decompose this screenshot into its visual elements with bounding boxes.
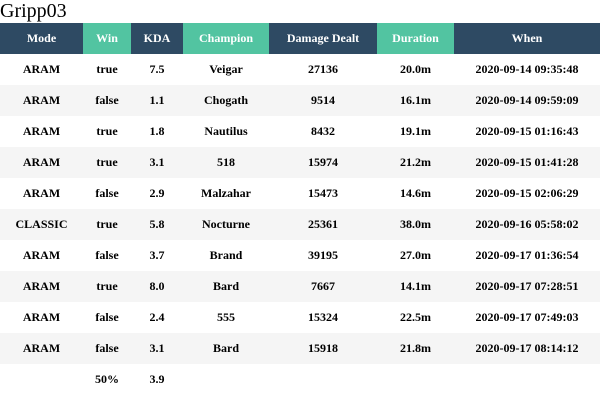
- cell-damage-dealt: 27136: [269, 54, 377, 85]
- cell-damage-dealt: 8432: [269, 116, 377, 147]
- cell-mode: CLASSIC: [0, 209, 83, 240]
- cell-duration: 19.1m: [377, 116, 454, 147]
- table-row: ARAM true 3.1 518 15974 21.2m 2020-09-15 01:41…: [0, 147, 600, 178]
- cell-when: 2020-09-15 02:06:29: [454, 178, 600, 209]
- summary-row: 50% 3.9: [0, 364, 600, 395]
- cell-duration: 21.8m: [377, 333, 454, 364]
- summary-damage-dealt: [269, 364, 377, 395]
- cell-champion: Chogath: [183, 85, 269, 116]
- cell-win: false: [83, 333, 131, 364]
- column-header-mode[interactable]: Mode: [0, 23, 83, 54]
- table-row: ARAM true 8.0 Bard 7667 14.1m 2020-09-17 07:28…: [0, 271, 600, 302]
- cell-damage-dealt: 25361: [269, 209, 377, 240]
- cell-duration: 14.1m: [377, 271, 454, 302]
- cell-kda: 5.8: [131, 209, 183, 240]
- cell-damage-dealt: 7667: [269, 271, 377, 302]
- cell-duration: 22.5m: [377, 302, 454, 333]
- cell-champion: Brand: [183, 240, 269, 271]
- summary-champion: [183, 364, 269, 395]
- cell-when: 2020-09-15 01:41:28: [454, 147, 600, 178]
- table-row: ARAM false 3.7 Brand 39195 27.0m 2020-09-17 01…: [0, 240, 600, 271]
- cell-duration: 27.0m: [377, 240, 454, 271]
- table-body: ARAM true 7.5 Veigar 27136 20.0m 2020-09-14 09…: [0, 54, 600, 395]
- cell-duration: 16.1m: [377, 85, 454, 116]
- summary-duration: [377, 364, 454, 395]
- table-row: ARAM false 3.1 Bard 15918 21.8m 2020-09-17 08:…: [0, 333, 600, 364]
- cell-kda: 3.7: [131, 240, 183, 271]
- column-header-win[interactable]: Win: [83, 23, 131, 54]
- cell-mode: ARAM: [0, 85, 83, 116]
- cell-win: true: [83, 147, 131, 178]
- cell-duration: 38.0m: [377, 209, 454, 240]
- column-header-when[interactable]: When: [454, 23, 600, 54]
- table-row: ARAM false 1.1 Chogath 9514 16.1m 2020-09-14 0…: [0, 85, 600, 116]
- cell-when: 2020-09-14 09:35:48: [454, 54, 600, 85]
- cell-champion: Bard: [183, 271, 269, 302]
- cell-when: 2020-09-15 01:16:43: [454, 116, 600, 147]
- cell-when: 2020-09-17 07:49:03: [454, 302, 600, 333]
- cell-win: true: [83, 271, 131, 302]
- summary-kda: 3.9: [131, 364, 183, 395]
- cell-champion: Nocturne: [183, 209, 269, 240]
- cell-champion: Malzahar: [183, 178, 269, 209]
- cell-mode: ARAM: [0, 271, 83, 302]
- cell-champion: Veigar: [183, 54, 269, 85]
- cell-mode: ARAM: [0, 147, 83, 178]
- cell-kda: 7.5: [131, 54, 183, 85]
- cell-damage-dealt: 9514: [269, 85, 377, 116]
- cell-win: true: [83, 209, 131, 240]
- cell-mode: ARAM: [0, 240, 83, 271]
- cell-mode: ARAM: [0, 302, 83, 333]
- column-header-damage-dealt[interactable]: Damage Dealt: [269, 23, 377, 54]
- column-header-duration[interactable]: Duration: [377, 23, 454, 54]
- cell-kda: 3.1: [131, 147, 183, 178]
- summary-win: 50%: [83, 364, 131, 395]
- match-history-table: Mode Win KDA Champion Damage Dealt Duration Wh…: [0, 23, 600, 395]
- cell-damage-dealt: 15974: [269, 147, 377, 178]
- summary-mode: [0, 364, 83, 395]
- cell-champion: Bard: [183, 333, 269, 364]
- cell-kda: 3.1: [131, 333, 183, 364]
- cell-damage-dealt: 39195: [269, 240, 377, 271]
- cell-when: 2020-09-17 08:14:12: [454, 333, 600, 364]
- table-row: CLASSIC true 5.8 Nocturne 25361 38.0m 2020-09-…: [0, 209, 600, 240]
- column-header-kda[interactable]: KDA: [131, 23, 183, 54]
- table-row: ARAM true 7.5 Veigar 27136 20.0m 2020-09-14 09…: [0, 54, 600, 85]
- cell-mode: ARAM: [0, 178, 83, 209]
- cell-when: 2020-09-16 05:58:02: [454, 209, 600, 240]
- cell-when: 2020-09-14 09:59:09: [454, 85, 600, 116]
- cell-kda: 8.0: [131, 271, 183, 302]
- cell-mode: ARAM: [0, 333, 83, 364]
- cell-win: false: [83, 302, 131, 333]
- cell-damage-dealt: 15918: [269, 333, 377, 364]
- page-title: Gripp03: [0, 0, 67, 22]
- cell-mode: ARAM: [0, 116, 83, 147]
- cell-when: 2020-09-17 07:28:51: [454, 271, 600, 302]
- cell-duration: 14.6m: [377, 178, 454, 209]
- cell-damage-dealt: 15324: [269, 302, 377, 333]
- cell-kda: 2.9: [131, 178, 183, 209]
- table-row: ARAM true 1.8 Nautilus 8432 19.1m 2020-09-15 0…: [0, 116, 600, 147]
- summary-when: [454, 364, 600, 395]
- cell-kda: 1.8: [131, 116, 183, 147]
- cell-champion: Nautilus: [183, 116, 269, 147]
- cell-win: false: [83, 85, 131, 116]
- table-row: ARAM false 2.9 Malzahar 15473 14.6m 2020-09-15…: [0, 178, 600, 209]
- cell-when: 2020-09-17 01:36:54: [454, 240, 600, 271]
- cell-champion: 555: [183, 302, 269, 333]
- cell-win: true: [83, 116, 131, 147]
- cell-duration: 20.0m: [377, 54, 454, 85]
- cell-kda: 2.4: [131, 302, 183, 333]
- cell-damage-dealt: 15473: [269, 178, 377, 209]
- table-row: ARAM false 2.4 555 15324 22.5m 2020-09-17 07:4…: [0, 302, 600, 333]
- cell-win: true: [83, 54, 131, 85]
- cell-win: false: [83, 178, 131, 209]
- cell-kda: 1.1: [131, 85, 183, 116]
- cell-win: false: [83, 240, 131, 271]
- cell-mode: ARAM: [0, 54, 83, 85]
- cell-champion: 518: [183, 147, 269, 178]
- column-header-champion[interactable]: Champion: [183, 23, 269, 54]
- table-header-row: Mode Win KDA Champion Damage Dealt Duration Wh…: [0, 23, 600, 54]
- cell-duration: 21.2m: [377, 147, 454, 178]
